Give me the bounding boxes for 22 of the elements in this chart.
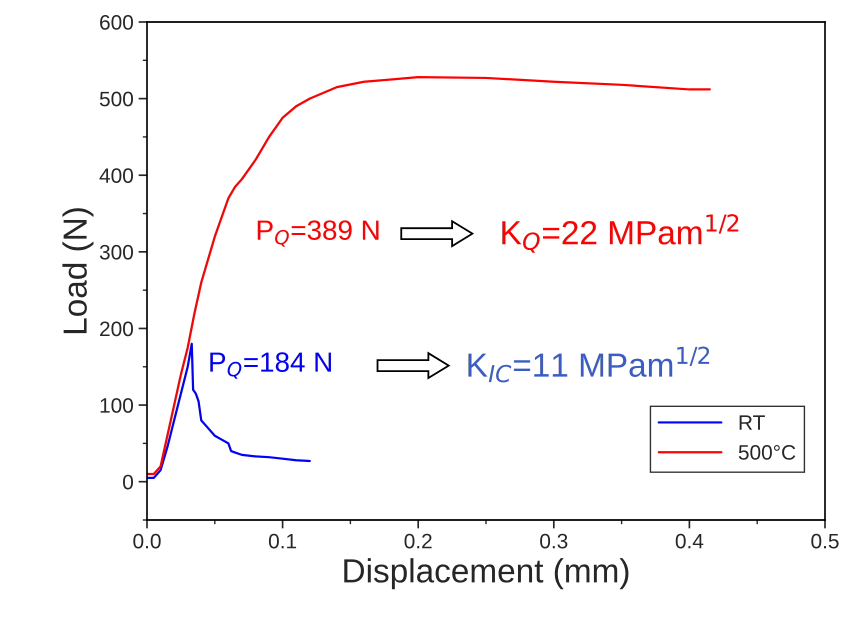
y-tick-label: 200 [100,321,133,336]
y-tick-label: 0 [123,474,133,490]
line-series [147,342,311,479]
x-axis-title: Displacement (mm) [344,558,628,590]
y-tick-label: 100 [100,398,133,413]
annotation: P$_{Q}$=389 N [258,220,378,247]
y-tick-label: 500 [100,92,133,106]
x-tick-label: 0.5 [811,534,839,548]
x-tick-label: 0.1 [268,534,296,548]
x-tick-label: 0.3 [540,534,568,548]
legend-label: 500°C [738,445,796,460]
x-tick-label: 0.2 [404,534,432,548]
annotation: K$_{IC}$=11 MPam$^{1/2}$ [468,346,710,382]
legend-label: RT [740,415,765,430]
y-tick-label: 600 [100,15,133,30]
y-tick-label: 400 [100,168,133,183]
annotation: K$_{Q}$=22 MPam$^{1/2}$ [502,214,738,253]
y-tick-label: 300 [100,244,133,260]
y-axis-title: Load (N) [62,208,94,334]
annotation: P$_{Q}$=184 N [210,352,331,379]
x-tick-label: 0.4 [676,534,704,548]
x-tick-label: 0.0 [133,534,161,548]
